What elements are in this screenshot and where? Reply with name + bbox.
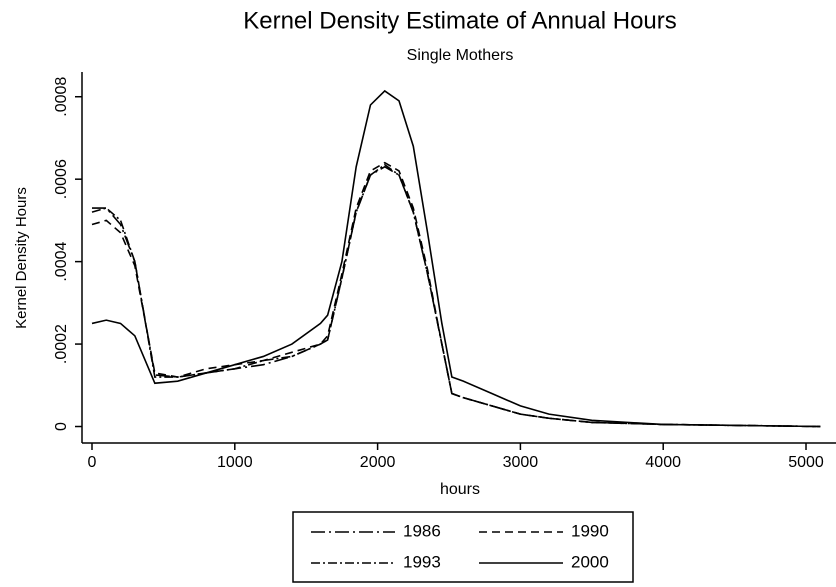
y-tick-label: 0 [53, 422, 70, 431]
line-series [91, 165, 821, 428]
line-series [91, 89, 821, 428]
y-tick-label: .0002 [53, 324, 70, 364]
legend-label: 1986 [403, 521, 441, 540]
x-tick-label: 4000 [645, 454, 681, 471]
line-series [91, 161, 821, 428]
legend-label: 1990 [571, 521, 609, 540]
chart-subtitle: Single Mothers [407, 47, 514, 64]
chart-title: Kernel Density Estimate of Annual Hours [243, 7, 677, 34]
line-series [91, 163, 821, 428]
x-tick-label: 0 [88, 454, 97, 471]
x-tick-label: 5000 [788, 454, 824, 471]
y-tick-label: .0006 [53, 159, 70, 199]
x-axis-label: hours [440, 481, 480, 498]
x-tick-label: 1000 [217, 454, 253, 471]
legend-label: 1993 [403, 552, 441, 571]
y-tick-label: .0004 [53, 242, 70, 282]
x-tick-label: 2000 [360, 454, 396, 471]
y-axis-label: Kernel Density Hours [13, 187, 30, 329]
legend-label: 2000 [571, 552, 609, 571]
y-tick-label: .0008 [53, 77, 70, 117]
legend-box [292, 511, 634, 583]
x-tick-label: 3000 [503, 454, 539, 471]
